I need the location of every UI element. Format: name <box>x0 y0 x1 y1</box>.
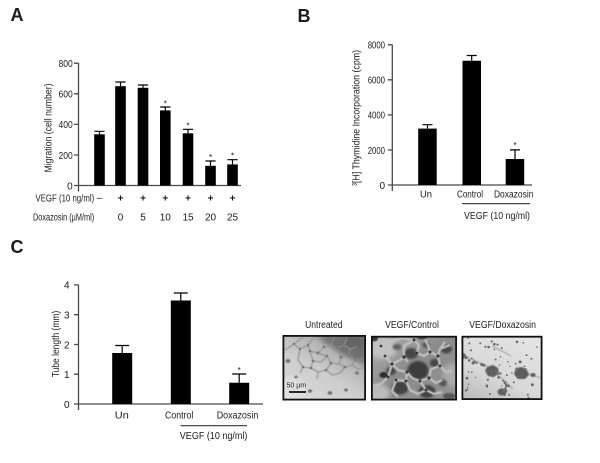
svg-text:0: 0 <box>67 181 73 192</box>
svg-text:A: A <box>11 5 24 25</box>
svg-text:6000: 6000 <box>368 76 386 87</box>
svg-text:+: + <box>185 194 191 205</box>
svg-text:5: 5 <box>140 213 146 224</box>
svg-text:Un: Un <box>115 411 129 422</box>
svg-text:15: 15 <box>182 213 194 224</box>
svg-text:*: * <box>231 150 235 160</box>
svg-text:Control: Control <box>457 190 483 201</box>
svg-text:3: 3 <box>64 311 70 322</box>
svg-text:0: 0 <box>64 400 70 411</box>
svg-text:0: 0 <box>379 181 385 192</box>
svg-text:25: 25 <box>227 213 239 224</box>
svg-text:Control: Control <box>165 411 193 422</box>
svg-text:+: + <box>162 194 168 205</box>
svg-text:+: + <box>208 194 214 205</box>
svg-text:Untreated: Untreated <box>305 320 342 331</box>
svg-text:VEGF (10 ng/ml): VEGF (10 ng/ml) <box>464 211 530 222</box>
svg-text:C: C <box>11 237 24 257</box>
svg-text:2000: 2000 <box>368 146 386 157</box>
svg-text:0: 0 <box>118 213 124 224</box>
svg-text:200: 200 <box>59 151 74 162</box>
svg-text:+: + <box>230 194 236 205</box>
svg-text:Doxazosin (µM/ml): Doxazosin (µM/ml) <box>33 213 94 224</box>
svg-text:+: + <box>118 194 124 205</box>
svg-text:400: 400 <box>59 120 74 131</box>
svg-text:*: * <box>209 152 213 162</box>
svg-text:Tube length (mm): Tube length (mm) <box>51 311 62 378</box>
svg-text:*: * <box>513 140 517 150</box>
svg-text:Migration (cell number): Migration (cell number) <box>43 84 54 173</box>
svg-text:B: B <box>298 6 311 26</box>
svg-text:VEGF/Control: VEGF/Control <box>385 320 439 331</box>
svg-text:10: 10 <box>160 213 172 224</box>
svg-text:³[H] Thymidine Incorporation (: ³[H] Thymidine Incorporation (cpm) <box>351 50 362 186</box>
svg-text:*: * <box>186 121 190 131</box>
svg-text:VEGF/Doxazosin: VEGF/Doxazosin <box>469 320 536 331</box>
svg-text:8000: 8000 <box>368 41 386 52</box>
svg-text:600: 600 <box>59 90 74 101</box>
svg-text:4: 4 <box>64 281 70 292</box>
svg-text:800: 800 <box>59 59 74 70</box>
svg-text:VEGF (10 ng/ml): VEGF (10 ng/ml) <box>36 194 95 205</box>
svg-text:–: – <box>97 193 103 204</box>
svg-text:4000: 4000 <box>368 111 386 122</box>
svg-text:1: 1 <box>64 370 70 381</box>
svg-text:Un: Un <box>420 190 432 201</box>
svg-text:*: * <box>164 98 168 108</box>
svg-text:20: 20 <box>205 213 217 224</box>
svg-text:2: 2 <box>64 340 70 351</box>
svg-text:Doxazosin: Doxazosin <box>217 411 259 422</box>
svg-text:+: + <box>140 194 146 205</box>
svg-text:*: * <box>238 365 242 375</box>
svg-text:VEGF (10 ng/ml): VEGF (10 ng/ml) <box>180 431 248 442</box>
svg-text:50 µm: 50 µm <box>287 383 307 390</box>
svg-text:Doxazosin: Doxazosin <box>494 190 534 201</box>
